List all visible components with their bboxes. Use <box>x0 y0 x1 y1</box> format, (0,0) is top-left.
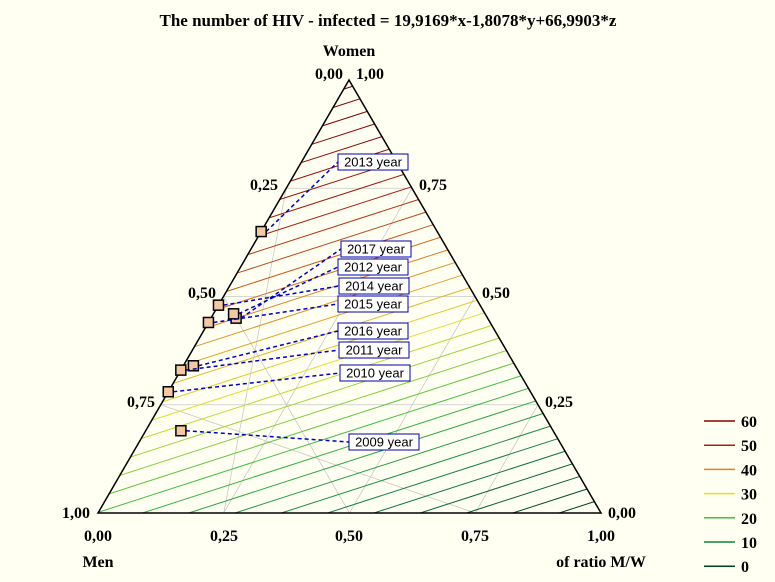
legend-label: 40 <box>741 462 757 479</box>
contour-line <box>420 463 573 514</box>
point-label-box <box>348 433 420 451</box>
contour-line <box>188 400 536 514</box>
point-label: 2016 year <box>344 324 402 339</box>
data-point-marker <box>212 299 225 311</box>
legend-label: 50 <box>741 438 757 455</box>
legend-label: 60 <box>741 414 757 431</box>
point-leader <box>185 349 340 371</box>
contour-line <box>311 123 375 145</box>
contour-line <box>281 425 551 514</box>
legend-label: 30 <box>741 487 757 504</box>
data-point-marker <box>175 364 187 376</box>
contour-line <box>151 312 485 421</box>
legend: 60 50 40 30 20 10 0 <box>704 414 757 576</box>
point-label: 2017 year <box>347 242 405 257</box>
contour-line <box>322 110 368 127</box>
contour-line <box>108 362 514 495</box>
contour-line <box>247 199 419 256</box>
point-label-box <box>338 341 410 359</box>
contour-line <box>234 413 544 514</box>
right-tick-label: 0,25 <box>545 394 573 411</box>
left-tick-label: 0,75 <box>127 394 155 411</box>
top-right-value: 1,00 <box>356 66 384 83</box>
right-vertex-label: of ratio M/W <box>556 554 646 571</box>
contour-line <box>236 211 427 274</box>
bottom-tick-label: 0,25 <box>210 528 238 545</box>
bottom-tick-label: 0,75 <box>461 528 489 545</box>
point-label: 2014 year <box>345 279 403 294</box>
data-point-marker <box>202 316 215 329</box>
point-label-box <box>337 322 409 340</box>
contour-line <box>98 375 522 513</box>
grid-line <box>474 404 539 514</box>
contour-line <box>226 224 434 292</box>
point-label-box <box>337 295 409 313</box>
contour-line <box>140 324 492 440</box>
top-vertex-label: Women <box>323 43 376 60</box>
point-label: 2015 year <box>344 297 402 312</box>
point-leader <box>185 429 350 443</box>
chart-title: The number of HIV - infected = 19,9169*x… <box>160 11 617 30</box>
contour-line <box>373 450 566 514</box>
right-tick-label: 0,75 <box>419 177 447 194</box>
bottom-tick-label: 0,00 <box>84 528 112 545</box>
data-point-marker <box>162 386 175 398</box>
contour-lines <box>98 85 595 514</box>
left-tick-label: 0,25 <box>250 177 278 194</box>
triangle-outline <box>96 78 603 514</box>
legend-label: 0 <box>741 559 749 576</box>
contour-line <box>183 274 463 366</box>
grid-lines <box>160 187 539 514</box>
contour-line <box>130 337 500 458</box>
grid-line <box>160 404 476 514</box>
right-tick-label: 0,50 <box>482 285 510 302</box>
point-label-box <box>339 364 411 382</box>
contour-line <box>300 136 383 164</box>
contour-line <box>119 350 507 476</box>
point-leader <box>265 161 339 233</box>
contour-line <box>162 299 478 403</box>
point-label: 2010 year <box>346 366 404 381</box>
contour-line <box>327 438 558 514</box>
contour-line <box>142 387 529 514</box>
contour-line <box>268 173 405 219</box>
left-vertex-value: 1,00 <box>62 505 90 522</box>
bottom-tick-label: 0,50 <box>335 528 363 545</box>
right-vertex-value: 0,00 <box>608 505 636 522</box>
point-label-box <box>338 277 410 295</box>
point-label: 2012 year <box>344 260 402 275</box>
legend-label: 10 <box>741 535 757 552</box>
point-label: 2009 year <box>355 435 413 450</box>
legend-label: 20 <box>741 511 757 528</box>
contour-line <box>332 98 361 108</box>
data-point-marker <box>187 360 200 372</box>
point-label-box <box>340 240 412 258</box>
data-point-marker <box>227 308 240 320</box>
point-leader <box>240 248 342 319</box>
contour-line <box>466 475 580 514</box>
top-left-value: 0,00 <box>315 66 343 83</box>
data-point-marker <box>175 424 187 437</box>
contour-line <box>194 261 456 348</box>
contour-line <box>343 85 353 90</box>
point-leader <box>223 285 340 306</box>
bottom-tick-label: 1,00 <box>587 528 615 545</box>
point-leader <box>198 330 339 367</box>
point-label: 2013 year <box>344 155 402 170</box>
contour-line <box>512 488 588 514</box>
left-tick-label: 0,50 <box>188 285 216 302</box>
contour-line <box>258 186 412 237</box>
point-label: 2011 year <box>346 343 404 358</box>
data-point-marker <box>255 225 267 238</box>
point-label-box <box>337 258 409 276</box>
point-label-box <box>337 153 409 171</box>
left-vertex-label: Men <box>82 554 113 571</box>
contour-line <box>558 501 595 514</box>
point-leader <box>238 266 339 315</box>
